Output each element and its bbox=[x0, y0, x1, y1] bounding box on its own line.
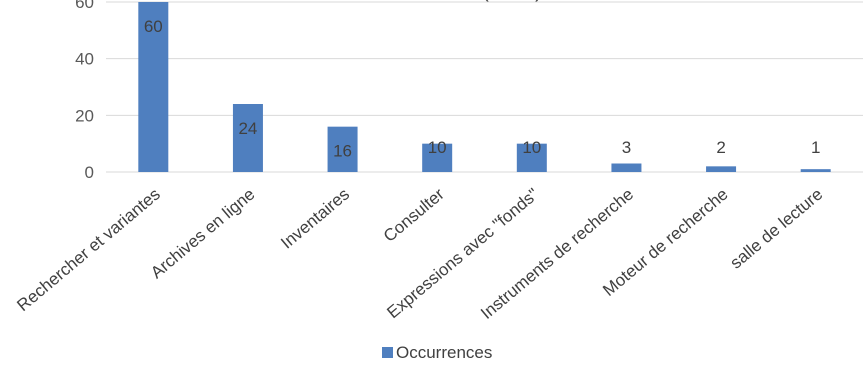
data-label: 60 bbox=[144, 17, 163, 36]
category-label: Consulter bbox=[380, 184, 448, 246]
data-label: 16 bbox=[333, 142, 352, 161]
bar bbox=[422, 143, 453, 172]
data-label: 10 bbox=[428, 138, 447, 157]
bar bbox=[800, 169, 831, 172]
bar bbox=[327, 126, 358, 172]
y-axis: 0 20 40 60 bbox=[75, 0, 94, 182]
legend: Occurrences bbox=[382, 343, 492, 362]
category-label: Expressions avec "fonds" bbox=[383, 185, 542, 323]
gridlines bbox=[106, 1, 863, 173]
bar bbox=[611, 163, 642, 172]
legend-label: Occurrences bbox=[396, 343, 492, 362]
category-label: salle de lecture bbox=[726, 185, 826, 273]
category-label: Instruments de recherche bbox=[477, 185, 637, 323]
y-tick-label: 60 bbox=[75, 0, 94, 12]
legend-swatch bbox=[382, 347, 393, 358]
category-label: Rechercher et variantes bbox=[13, 185, 163, 316]
bar bbox=[232, 104, 263, 172]
bar bbox=[138, 2, 169, 172]
y-tick-label: 0 bbox=[85, 163, 94, 182]
y-tick-label: 20 bbox=[75, 106, 94, 125]
data-label: 2 bbox=[716, 138, 725, 157]
data-label: 24 bbox=[238, 119, 257, 138]
y-tick-label: 40 bbox=[75, 50, 94, 69]
bars bbox=[138, 2, 831, 172]
bar bbox=[516, 143, 547, 172]
category-label: Archives en ligne bbox=[147, 185, 258, 283]
data-labels: 60 24 16 10 10 3 2 1 bbox=[144, 17, 821, 161]
bar bbox=[706, 166, 737, 172]
data-label: 1 bbox=[811, 138, 820, 157]
data-label: 3 bbox=[622, 138, 631, 157]
category-label: Inventaires bbox=[277, 185, 353, 253]
data-label: 10 bbox=[522, 138, 541, 157]
